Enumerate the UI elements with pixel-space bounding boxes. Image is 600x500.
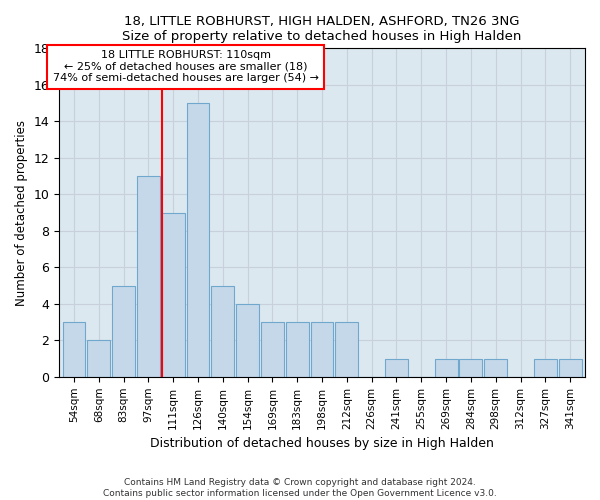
Bar — [559, 358, 581, 377]
Y-axis label: Number of detached properties: Number of detached properties — [15, 120, 28, 306]
Text: Contains HM Land Registry data © Crown copyright and database right 2024.
Contai: Contains HM Land Registry data © Crown c… — [103, 478, 497, 498]
Bar — [286, 322, 308, 377]
Bar — [534, 358, 557, 377]
Bar — [434, 358, 458, 377]
Bar — [88, 340, 110, 377]
X-axis label: Distribution of detached houses by size in High Halden: Distribution of detached houses by size … — [150, 437, 494, 450]
Bar — [211, 286, 234, 377]
Bar — [112, 286, 135, 377]
Bar — [236, 304, 259, 377]
Bar — [137, 176, 160, 377]
Bar — [62, 322, 85, 377]
Bar — [162, 212, 185, 377]
Bar — [311, 322, 334, 377]
Title: 18, LITTLE ROBHURST, HIGH HALDEN, ASHFORD, TN26 3NG
Size of property relative to: 18, LITTLE ROBHURST, HIGH HALDEN, ASHFOR… — [122, 15, 522, 43]
Bar — [335, 322, 358, 377]
Bar — [460, 358, 482, 377]
Bar — [261, 322, 284, 377]
Bar — [484, 358, 507, 377]
Text: 18 LITTLE ROBHURST: 110sqm
← 25% of detached houses are smaller (18)
74% of semi: 18 LITTLE ROBHURST: 110sqm ← 25% of deta… — [53, 50, 319, 84]
Bar — [385, 358, 408, 377]
Bar — [187, 103, 209, 377]
